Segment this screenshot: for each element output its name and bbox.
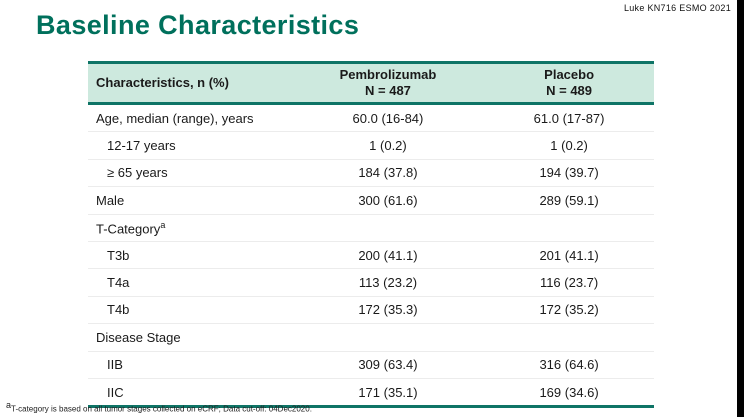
header-pembrolizumab-name: Pembrolizumab (339, 67, 437, 82)
row-label: Disease Stage (96, 329, 181, 345)
pembrolizumab-value: 309 (63.4) (358, 357, 418, 373)
footnote-sup: a (6, 400, 12, 411)
row-label-text: T-Category (96, 220, 161, 236)
header-characteristics-label: Characteristics, n (%) (96, 75, 229, 90)
pembrolizumab-value: 300 (61.6) (358, 192, 418, 208)
pembrolizumab-value: 172 (35.3) (358, 302, 418, 318)
placebo-value: 116 (23.7) (539, 275, 599, 291)
row-label: T-Categorya (88, 220, 292, 236)
placebo-value: 316 (64.6) (539, 357, 599, 373)
row-label: Male (96, 192, 125, 208)
slide-attribution: Luke KN716 ESMO 2021 (623, 3, 731, 13)
footnote-text: T-category is based on all tumor stages … (11, 405, 312, 414)
pembrolizumab-value: 184 (37.8) (358, 165, 418, 181)
row-label: T4b (107, 302, 130, 318)
table-row: IIC 171 (35.1) 169 (34.6) (88, 379, 654, 405)
screen-edge-bar (737, 0, 744, 417)
footnote: aT-category is based on all tumor stages… (6, 400, 312, 414)
placebo-value: 289 (59.1) (539, 192, 599, 208)
page-title: Baseline Characteristics (36, 10, 360, 40)
header-characteristics: Characteristics, n (%) (88, 67, 292, 99)
table-row: T3b 200 (41.1) 201 (41.1) (88, 242, 654, 270)
footnote-marker: a (160, 219, 166, 230)
pembrolizumab-value: 1 (0.2) (369, 138, 407, 154)
row-label: IIC (107, 384, 124, 400)
table-row: IIB 309 (63.4) 316 (64.6) (88, 352, 654, 379)
row-label: T3b (107, 247, 130, 263)
table-row: ≥ 65 years 184 (37.8) 194 (39.7) (88, 160, 654, 188)
row-label: 12-17 years (107, 138, 176, 154)
placebo-value: 1 (0.2) (550, 138, 588, 154)
table-row: 12-17 years 1 (0.2) 1 (0.2) (88, 132, 654, 160)
placebo-value: 194 (39.7) (539, 165, 599, 181)
header-pembrolizumab-n: N = 487 (365, 83, 411, 98)
pembrolizumab-value: 171 (35.1) (358, 384, 418, 400)
row-label: Age, median (range), years (96, 110, 254, 126)
placebo-value: 169 (34.6) (539, 384, 599, 400)
header-placebo-name: Placebo (544, 67, 595, 82)
placebo-value: 61.0 (17-87) (533, 110, 605, 126)
placebo-value: 172 (35.2) (539, 302, 599, 318)
table-row: T4b 172 (35.3) 172 (35.2) (88, 297, 654, 325)
header-placebo: Placebo N = 489 (484, 67, 654, 99)
table-row: Male 300 (61.6) 289 (59.1) (88, 187, 654, 215)
table-header-row: Characteristics, n (%) Pembrolizumab N =… (88, 61, 654, 105)
baseline-characteristics-table: Characteristics, n (%) Pembrolizumab N =… (88, 61, 654, 409)
table-row: Age, median (range), years 60.0 (16-84) … (88, 105, 654, 133)
placebo-value: 201 (41.1) (539, 247, 599, 263)
header-pembrolizumab: Pembrolizumab N = 487 (292, 67, 484, 99)
pembrolizumab-value: 60.0 (16-84) (352, 110, 424, 126)
row-label: ≥ 65 years (107, 165, 168, 181)
table-row: T4a 113 (23.2) 116 (23.7) (88, 269, 654, 297)
row-label: IIB (107, 357, 123, 373)
row-label: T4a (107, 275, 130, 291)
table-row: T-Categorya (88, 215, 654, 242)
table-row: Disease Stage (88, 324, 654, 352)
header-placebo-n: N = 489 (546, 83, 593, 98)
pembrolizumab-value: 200 (41.1) (358, 247, 418, 263)
pembrolizumab-value: 113 (23.2) (358, 275, 418, 291)
